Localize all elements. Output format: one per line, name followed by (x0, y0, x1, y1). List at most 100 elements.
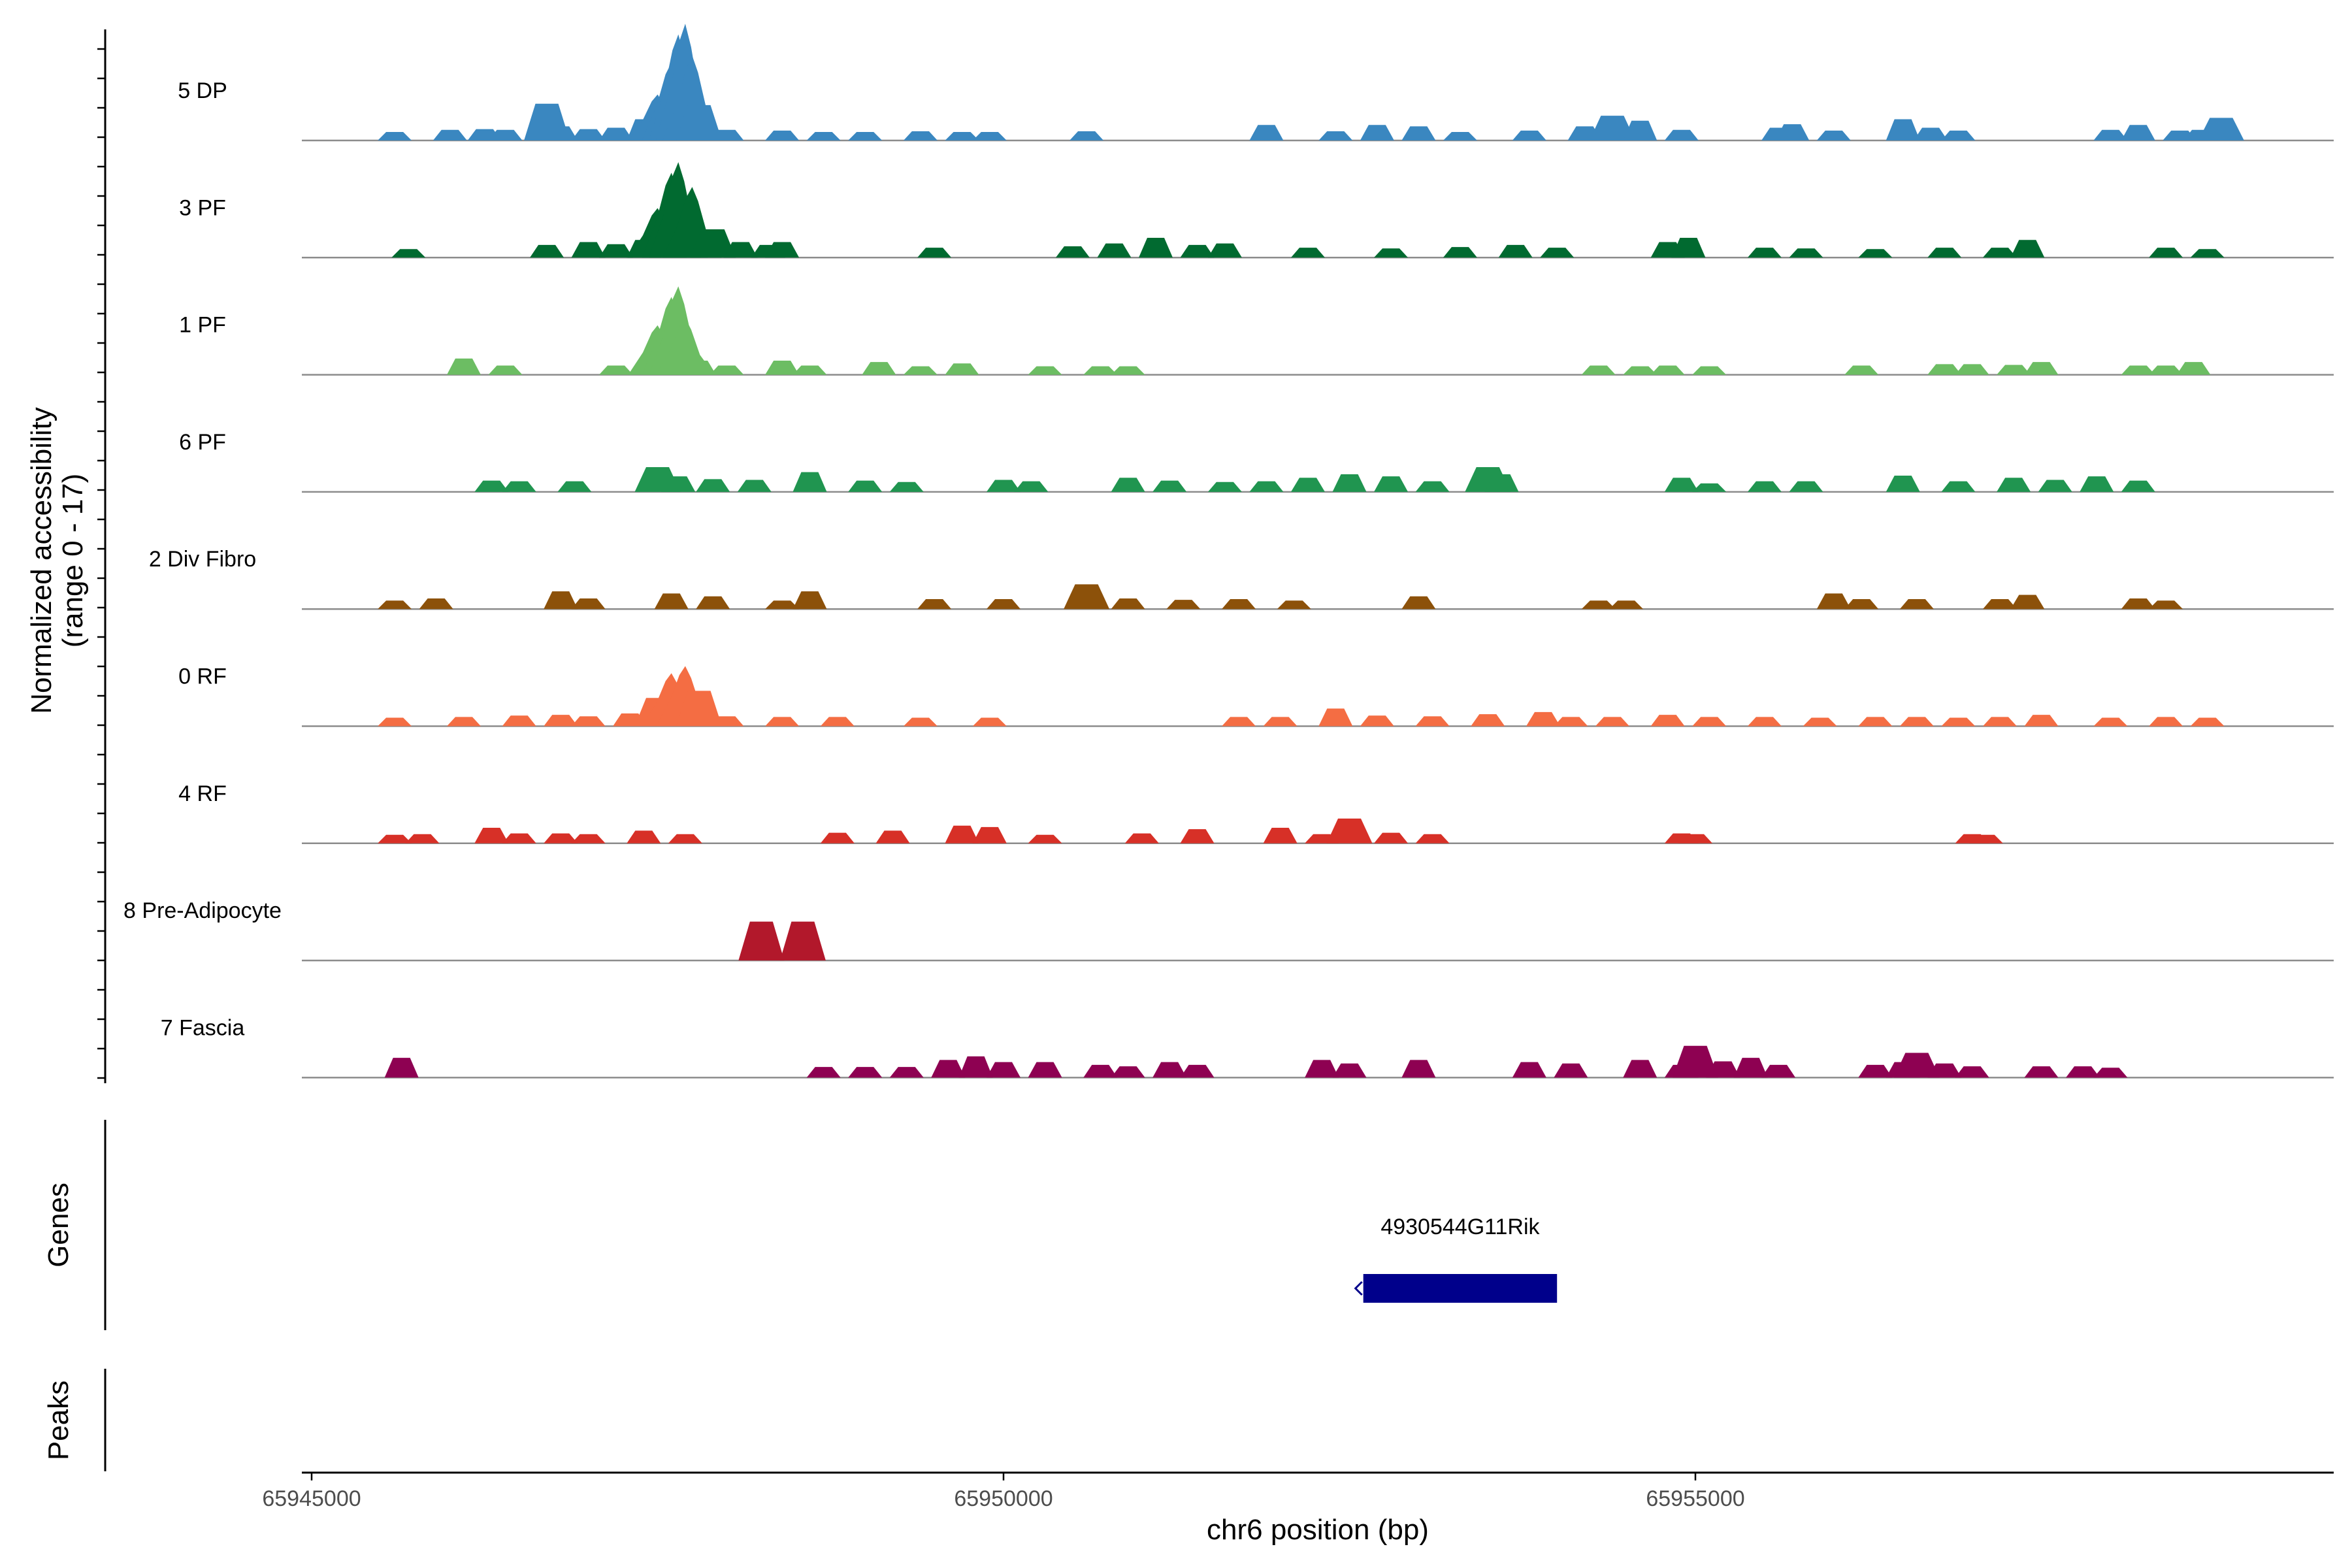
coverage-peak (544, 126, 578, 140)
coverage-tracks: 5 DP 3 PF 1 PF 6 PF 2 Div Fibro 0 RF 4 RF 8 Pre… (123, 24, 2334, 1079)
coverage-peak (1997, 478, 2031, 492)
gene-strand-arrow (1354, 1281, 1363, 1296)
coverage-peak (1401, 1060, 1436, 1078)
coverage-peak (1623, 1060, 1658, 1078)
coverage-peak (2024, 1066, 2059, 1078)
coverage-peak (2176, 362, 2211, 375)
coverage-peak (1664, 129, 1699, 140)
coverage-peak (1415, 481, 1450, 492)
coverage-peak (1401, 596, 1436, 610)
coverage-peak (1927, 248, 1962, 258)
coverage-peak (792, 591, 827, 610)
coverage-peak (1761, 1064, 1796, 1078)
coverage-peak (1692, 366, 1727, 375)
coverage-peak (446, 358, 481, 375)
coverage-peak (1609, 600, 1644, 610)
coverage-peak (682, 360, 717, 375)
coverage-peak (1055, 246, 1090, 258)
track-8-pre-adipocyte: 8 Pre-Adipocyte (123, 898, 2334, 962)
coverage-peak (1955, 1066, 1989, 1078)
coverage-peak (1249, 125, 1284, 140)
track-label: 1 PF (179, 313, 226, 338)
coverage-peak (1097, 243, 1132, 258)
coverage-peak (676, 691, 723, 727)
coverage-peak (1180, 1064, 1215, 1078)
coverage-peak (1152, 1062, 1187, 1078)
coverage-peak (378, 600, 412, 610)
coverage-peak (1886, 476, 1920, 492)
coverage-peak (1111, 366, 1145, 375)
coverage-peak (1747, 248, 1782, 258)
coverage-peak (668, 834, 702, 843)
coverage-peak (1318, 131, 1353, 140)
coverage-peak (1180, 244, 1215, 258)
coverage-peak (1484, 474, 1519, 492)
track-label: 3 PF (179, 195, 226, 220)
coverage-peak (848, 132, 883, 140)
x-axis-title: chr6 position (bp) (1207, 1514, 1429, 1546)
coverage-peak (1263, 717, 1298, 727)
coverage-peak (690, 229, 736, 258)
coverage-peak (1374, 476, 1409, 492)
coverage-peak (1124, 833, 1159, 843)
coverage-peak (1982, 717, 2017, 727)
coverage-peak (419, 598, 453, 610)
track-label: 2 Div Fibro (149, 547, 256, 572)
coverage-peak (2190, 717, 2225, 727)
coverage-peak (1623, 366, 1658, 375)
coverage-peak (1893, 1053, 1940, 1078)
coverage-peak (488, 365, 523, 375)
coverage-peak (661, 476, 696, 492)
track-label: 7 Fascia (161, 1015, 245, 1040)
coverage-peak (1166, 600, 1201, 610)
coverage-peak (571, 129, 606, 140)
track-6-pf: 6 PF (179, 430, 2334, 493)
coverage-peak (1955, 364, 1989, 375)
coverage-peak (765, 130, 800, 140)
track-3-pf: 3 PF (179, 162, 2334, 259)
coverage-peak (446, 717, 481, 727)
coverage-peak (2198, 118, 2244, 140)
coverage-peak (1471, 714, 1505, 727)
coverage-peak (598, 365, 633, 375)
coverage-peak (676, 105, 723, 140)
coverage-peak (945, 825, 979, 843)
coverage-peak (765, 717, 800, 727)
coverage-peak (1899, 599, 1934, 610)
coverage-peak (1692, 717, 1727, 727)
coverage-peak (738, 921, 785, 961)
coverage-peak (2066, 1066, 2100, 1078)
coverage-peak (917, 248, 952, 258)
coverage-peak (1997, 365, 2031, 375)
coverage-peak (2149, 717, 2183, 727)
coverage-peak (875, 830, 910, 843)
coverage-peak (1083, 1064, 1118, 1078)
coverage-peak (1180, 829, 1215, 843)
coverage-peak (1581, 365, 1616, 375)
coverage-peak (1747, 481, 1782, 492)
coverage-peak (820, 717, 855, 727)
coverage-peak (1415, 716, 1450, 727)
coverage-peak (710, 716, 744, 727)
coverage-peak (765, 242, 800, 258)
x-tick-label: 65955000 (1646, 1486, 1744, 1511)
coverage-peak (1318, 708, 1353, 727)
coverage-peak (1858, 717, 1893, 727)
coverage-peak (2080, 476, 2114, 492)
coverage-peak (2010, 595, 2045, 610)
coverage-peak (889, 482, 924, 492)
coverage-peak (931, 1060, 966, 1078)
coverage-peak (710, 365, 744, 375)
coverage-peak (987, 599, 1021, 610)
coverage-peak (2149, 248, 2183, 258)
coverage-peak (1982, 599, 2017, 610)
coverage-peak (2093, 1068, 2128, 1078)
coverage-peak (1692, 483, 1727, 492)
x-tick-label: 65950000 (954, 1486, 1053, 1511)
coverage-peak (1332, 1063, 1367, 1078)
track-0-rf: 0 RF (178, 664, 2334, 727)
coverage-peak (1650, 365, 1685, 375)
coverage-peak (1360, 715, 1394, 727)
coverage-peak (1554, 1063, 1588, 1078)
